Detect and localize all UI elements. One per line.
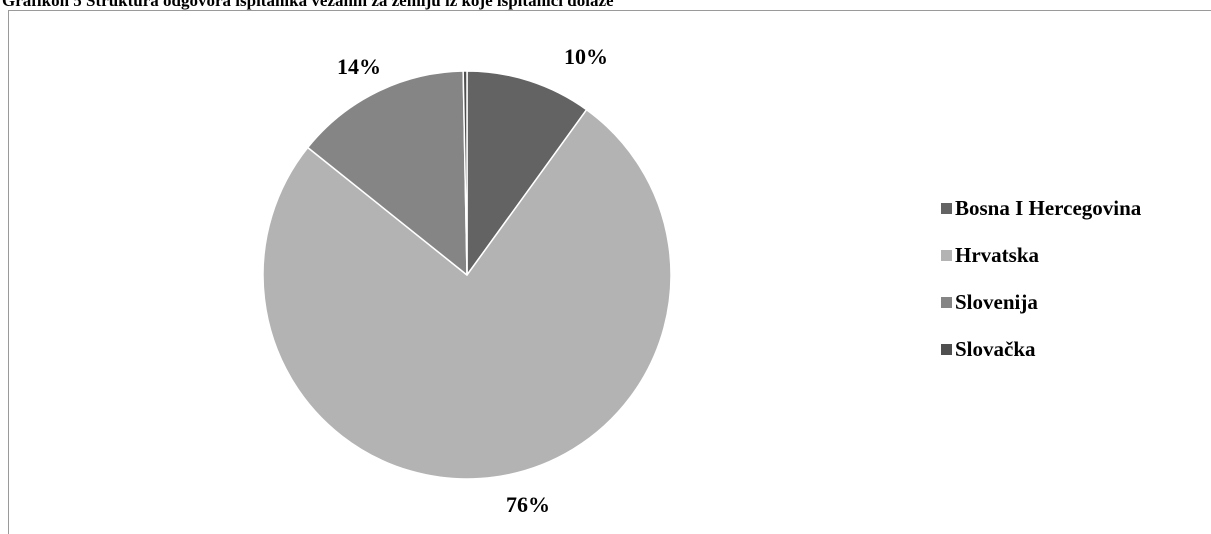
legend-swatch xyxy=(941,343,952,355)
pie-data-label: 14% xyxy=(337,54,381,79)
legend-swatch xyxy=(941,296,952,308)
chart-caption: Grafikon 5 Struktura odgovora ispitanika… xyxy=(2,0,614,10)
legend-swatch xyxy=(941,249,952,261)
pie-data-label: 10% xyxy=(564,44,608,69)
chart-legend: Bosna I Hercegovina Hrvatska Slovenija S… xyxy=(941,196,1141,384)
chart-frame-left xyxy=(8,10,9,534)
legend-label: Hrvatska xyxy=(955,242,1039,267)
legend-item-slovacka: Slovačka xyxy=(941,337,1141,361)
legend-item-hrvatska: Hrvatska xyxy=(941,243,1141,267)
pie-slice-slovenija xyxy=(306,70,468,276)
pie-slice-hrvatska xyxy=(262,108,672,480)
chart-frame-top xyxy=(8,10,1211,11)
legend-label: Bosna I Hercegovina xyxy=(955,195,1142,220)
legend-item-bosna-i-hercegovina: Bosna I Hercegovina xyxy=(941,196,1141,220)
pie-slice-slova-ka xyxy=(462,70,468,276)
legend-item-slovenija: Slovenija xyxy=(941,290,1141,314)
legend-swatch xyxy=(941,202,952,214)
pie-data-label: 76% xyxy=(506,492,550,517)
legend-label: Slovačka xyxy=(955,336,1036,361)
pie-slice-bosna-i-hercegovina xyxy=(466,70,588,276)
legend-label: Slovenija xyxy=(955,289,1038,314)
